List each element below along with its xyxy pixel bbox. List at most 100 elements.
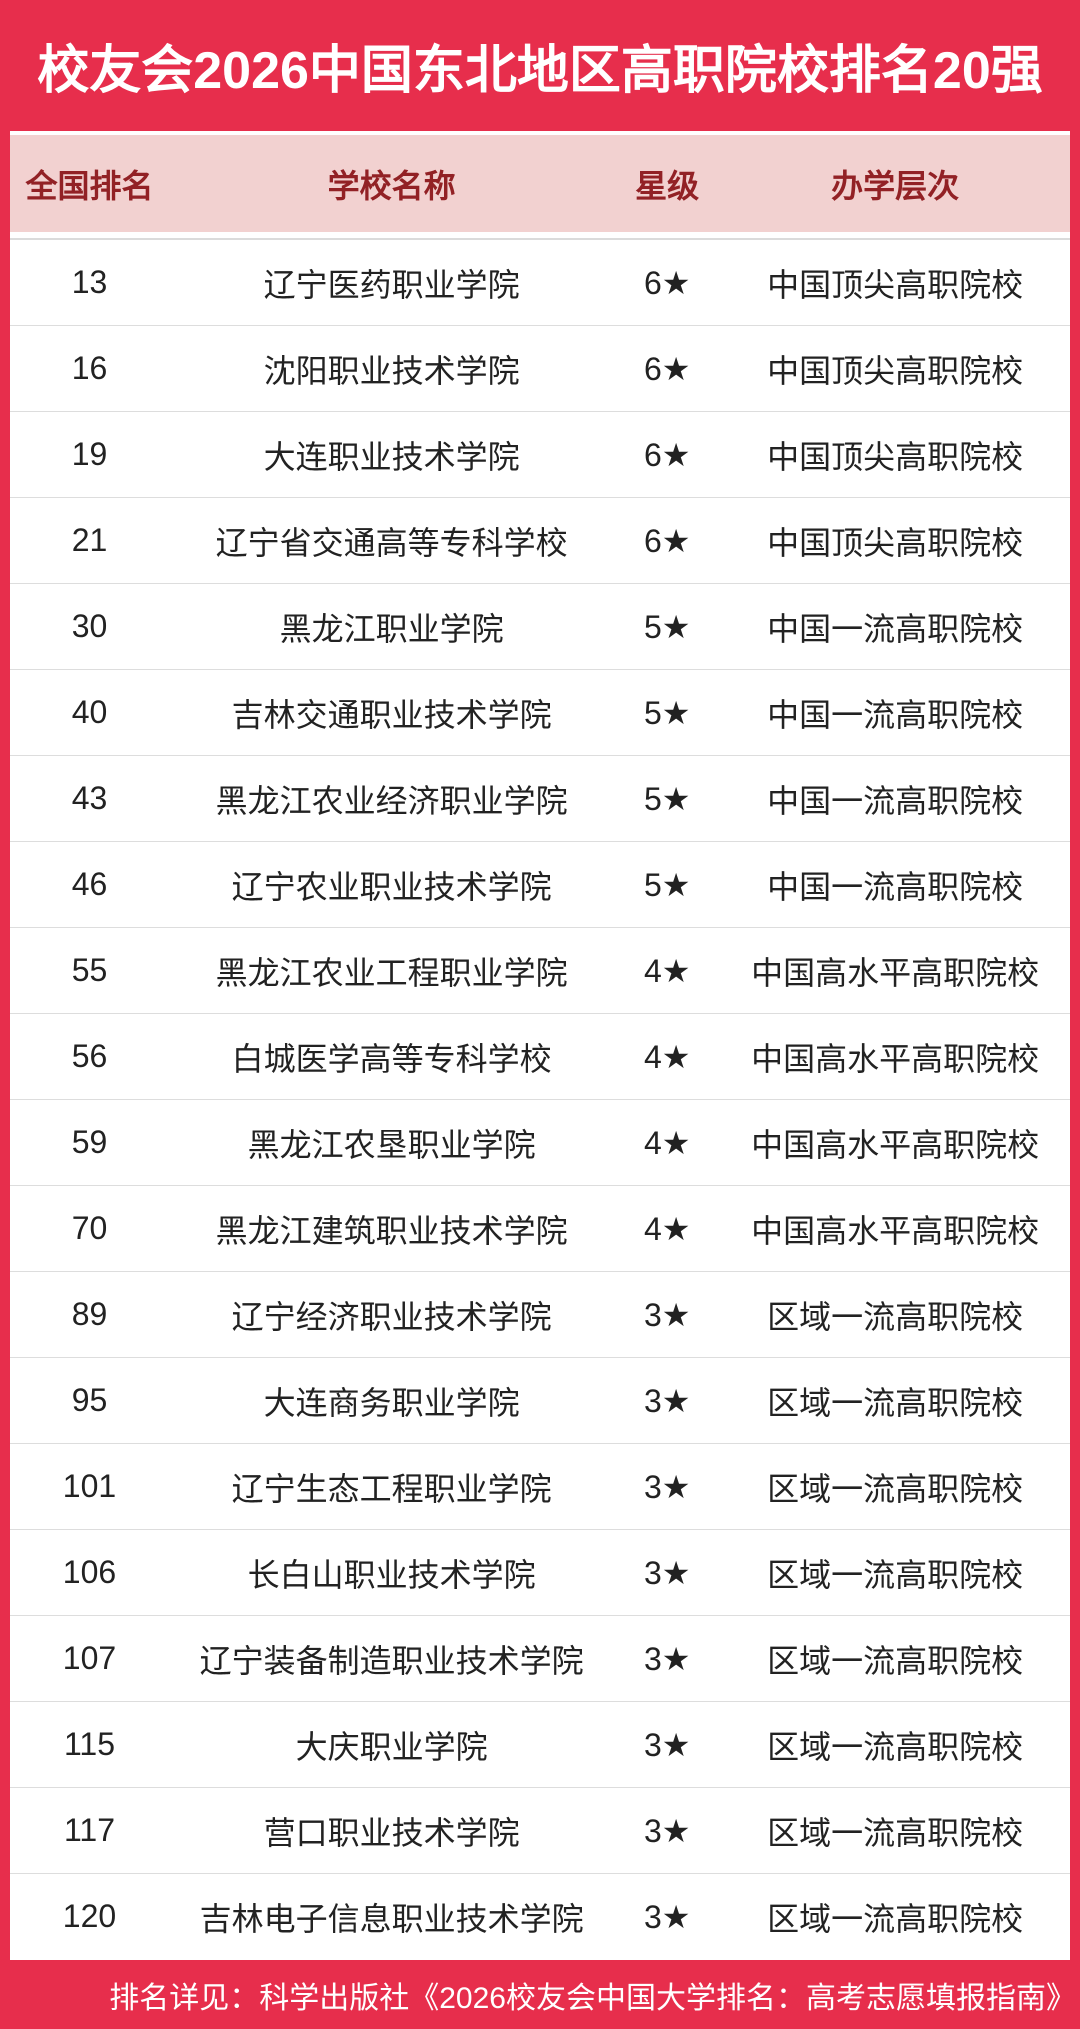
table-row: 70 黑龙江建筑职业技术学院 4★ 中国高水平高职院校 [10,1185,1070,1271]
cell-rank: 40 [71,694,108,730]
cell-star: 3★ [643,1296,691,1333]
cell-star: 4★ [643,1210,691,1247]
table-row: 89 辽宁经济职业技术学院 3★ 区域一流高职院校 [10,1271,1070,1357]
column-header-star: 星级 [635,167,700,204]
table-row: 101 辽宁生态工程职业学院 3★ 区域一流高职院校 [10,1443,1070,1529]
cell-rank: 117 [63,1812,115,1848]
cell-rank: 21 [71,522,108,558]
cell-school: 辽宁医药职业学院 [263,266,520,303]
cell-level: 中国一流高职院校 [767,610,1024,647]
cell-level: 区域一流高职院校 [767,1384,1024,1421]
cell-school: 辽宁装备制造职业技术学院 [199,1642,584,1679]
cell-school: 辽宁省交通高等专科学校 [215,524,568,561]
title-banner: 校友会2026中国东北地区高职院校排名20强 [0,0,1080,131]
cell-level: 中国高水平高职院校 [751,954,1040,991]
cell-star: 3★ [643,1898,691,1935]
cell-star: 6★ [643,436,691,473]
cell-level: 中国一流高职院校 [767,696,1024,733]
cell-star: 3★ [643,1812,691,1849]
cell-school: 黑龙江职业学院 [279,610,504,647]
column-header-rank: 全国排名 [25,167,154,204]
table-region: 全国排名 学校名称 星级 办学层次 13 辽宁医药职业学院 6★ 中国顶尖高职院校 16… [0,131,1080,1960]
table-row: 13 辽宁医药职业学院 6★ 中国顶尖高职院校 [10,238,1070,325]
table-row: 95 大连商务职业学院 3★ 区域一流高职院校 [10,1357,1070,1443]
table-row: 117 营口职业技术学院 3★ 区域一流高职院校 [10,1787,1070,1873]
cell-level: 区域一流高职院校 [767,1642,1024,1679]
table-row: 40 吉林交通职业技术学院 5★ 中国一流高职院校 [10,669,1070,755]
cell-level: 中国一流高职院校 [767,868,1024,905]
cell-star: 3★ [643,1640,691,1677]
cell-school: 沈阳职业技术学院 [263,352,520,389]
table-row: 106 长白山职业技术学院 3★ 区域一流高职院校 [10,1529,1070,1615]
cell-rank: 55 [71,952,108,988]
cell-level: 中国高水平高职院校 [751,1040,1040,1077]
cell-rank: 19 [71,436,108,472]
cell-rank: 43 [71,780,108,816]
cell-star: 5★ [643,866,691,903]
cell-level: 中国高水平高职院校 [751,1212,1040,1249]
cell-star: 6★ [643,264,691,301]
cell-rank: 120 [62,1898,117,1934]
cell-star: 3★ [643,1382,691,1419]
cell-rank: 115 [63,1726,115,1762]
cell-star: 5★ [643,608,691,645]
table-card: 全国排名 学校名称 星级 办学层次 13 辽宁医药职业学院 6★ 中国顶尖高职院校 16… [10,131,1070,1960]
cell-level: 区域一流高职院校 [767,1298,1024,1335]
cell-school: 黑龙江农业工程职业学院 [215,954,568,991]
cell-rank: 101 [62,1468,117,1504]
cell-level: 中国顶尖高职院校 [767,438,1024,475]
table-body: 13 辽宁医药职业学院 6★ 中国顶尖高职院校 16 沈阳职业技术学院 6★ 中国顶尖高职院校… [10,238,1070,1959]
cell-star: 6★ [643,522,691,559]
cell-school: 辽宁生态工程职业学院 [231,1470,552,1507]
column-header-level: 办学层次 [831,167,960,204]
cell-level: 区域一流高职院校 [767,1728,1024,1765]
footer-note-bar: 排名详见：科学出版社《2026校友会中国大学排名：高考志愿填报指南》 [0,1960,1080,2029]
cell-rank: 107 [62,1640,117,1676]
table-row: 55 黑龙江农业工程职业学院 4★ 中国高水平高职院校 [10,927,1070,1013]
cell-rank: 89 [71,1296,108,1332]
cell-star: 4★ [643,1038,691,1075]
cell-level: 中国顶尖高职院校 [767,266,1024,303]
cell-star: 5★ [643,694,691,731]
cell-school: 营口职业技术学院 [263,1814,520,1851]
cell-star: 3★ [643,1726,691,1763]
cell-rank: 56 [71,1038,108,1074]
table-row: 115 大庆职业学院 3★ 区域一流高职院校 [10,1701,1070,1787]
cell-school: 大连商务职业学院 [263,1384,520,1421]
table-row: 107 辽宁装备制造职业技术学院 3★ 区域一流高职院校 [10,1615,1070,1701]
cell-rank: 70 [71,1210,108,1246]
footer-note: 排名详见：科学出版社《2026校友会中国大学排名：高考志愿填报指南》 [109,1981,1076,2015]
cell-level: 中国顶尖高职院校 [767,352,1024,389]
cell-level: 区域一流高职院校 [767,1900,1024,1937]
cell-rank: 95 [71,1382,108,1418]
cell-level: 区域一流高职院校 [767,1556,1024,1593]
table-row: 30 黑龙江职业学院 5★ 中国一流高职院校 [10,583,1070,669]
cell-rank: 30 [71,608,108,644]
cell-school: 大连职业技术学院 [263,438,520,475]
cell-level: 区域一流高职院校 [767,1814,1024,1851]
cell-school: 黑龙江建筑职业技术学院 [215,1212,568,1249]
table-row: 56 白城医学高等专科学校 4★ 中国高水平高职院校 [10,1013,1070,1099]
column-header-school: 学校名称 [327,167,456,204]
table-row: 19 大连职业技术学院 6★ 中国顶尖高职院校 [10,411,1070,497]
cell-level: 区域一流高职院校 [767,1470,1024,1507]
cell-school: 吉林交通职业技术学院 [231,696,552,733]
table-row: 46 辽宁农业职业技术学院 5★ 中国一流高职院校 [10,841,1070,927]
cell-star: 3★ [643,1554,691,1591]
cell-rank: 59 [71,1124,108,1160]
cell-star: 5★ [643,780,691,817]
cell-star: 3★ [643,1468,691,1505]
cell-school: 长白山职业技术学院 [247,1556,536,1593]
cell-school: 白城医学高等专科学校 [231,1040,552,1077]
cell-school: 吉林电子信息职业技术学院 [199,1900,584,1937]
cell-school: 辽宁经济职业技术学院 [231,1298,552,1335]
cell-level: 中国顶尖高职院校 [767,524,1024,561]
cell-school: 黑龙江农垦职业学院 [247,1126,536,1163]
cell-star: 4★ [643,1124,691,1161]
cell-rank: 13 [71,264,108,300]
cell-school: 黑龙江农业经济职业学院 [215,782,568,819]
table-row: 16 沈阳职业技术学院 6★ 中国顶尖高职院校 [10,325,1070,411]
cell-rank: 106 [62,1554,117,1590]
table-row: 120 吉林电子信息职业技术学院 3★ 区域一流高职院校 [10,1873,1070,1959]
